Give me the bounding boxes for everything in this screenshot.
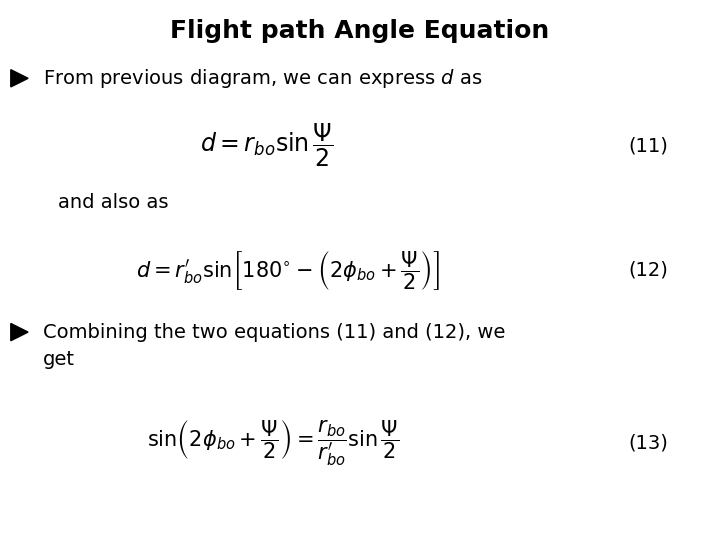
Text: and also as: and also as [58, 193, 168, 212]
Text: (11): (11) [628, 136, 668, 156]
Text: Flight path Angle Equation: Flight path Angle Equation [171, 19, 549, 43]
Text: (12): (12) [628, 260, 668, 280]
Text: From previous diagram, we can express $d$ as: From previous diagram, we can express $d… [43, 67, 482, 90]
Polygon shape [11, 70, 28, 87]
Polygon shape [11, 323, 28, 341]
Text: get: get [43, 349, 75, 369]
Text: $d = r_{bo}^{\prime} \sin\!\left[180^{\circ} - \left(2\phi_{bo} + \dfrac{\Psi}{2: $d = r_{bo}^{\prime} \sin\!\left[180^{\c… [136, 248, 440, 292]
Text: $d = r_{bo} \sin\dfrac{\Psi}{2}$: $d = r_{bo} \sin\dfrac{\Psi}{2}$ [199, 122, 333, 170]
Text: (13): (13) [628, 433, 668, 453]
Text: $\sin\!\left(2\phi_{bo} + \dfrac{\Psi}{2}\right) = \dfrac{r_{bo}}{r_{bo}^{\prime: $\sin\!\left(2\phi_{bo} + \dfrac{\Psi}{2… [148, 418, 400, 468]
Text: Combining the two equations (11) and (12), we: Combining the two equations (11) and (12… [43, 322, 505, 342]
